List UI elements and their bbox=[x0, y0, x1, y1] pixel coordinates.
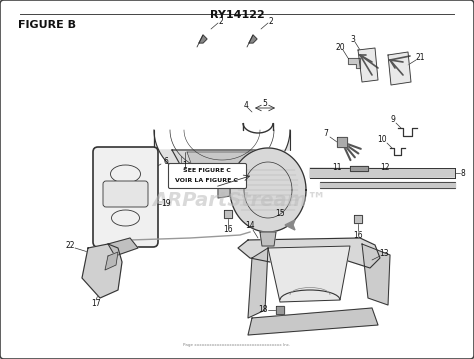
Text: 19: 19 bbox=[161, 200, 171, 209]
Polygon shape bbox=[285, 220, 295, 230]
Text: 10: 10 bbox=[377, 135, 387, 144]
Polygon shape bbox=[358, 48, 378, 82]
Text: SEE FIGURE C: SEE FIGURE C bbox=[183, 168, 231, 173]
Polygon shape bbox=[354, 215, 362, 223]
Text: 12: 12 bbox=[380, 163, 390, 173]
Text: 4: 4 bbox=[244, 101, 248, 109]
Polygon shape bbox=[249, 35, 257, 43]
Text: RY14122: RY14122 bbox=[210, 10, 264, 20]
Text: 7: 7 bbox=[324, 130, 328, 139]
Text: 14: 14 bbox=[245, 222, 255, 230]
Text: 13: 13 bbox=[379, 250, 389, 258]
Polygon shape bbox=[230, 148, 306, 232]
Polygon shape bbox=[172, 150, 272, 168]
Polygon shape bbox=[388, 52, 411, 85]
Polygon shape bbox=[82, 244, 122, 298]
Polygon shape bbox=[320, 182, 455, 188]
Text: 5: 5 bbox=[263, 99, 267, 108]
Polygon shape bbox=[348, 58, 360, 68]
Polygon shape bbox=[105, 252, 118, 270]
Polygon shape bbox=[337, 137, 347, 147]
Text: 17: 17 bbox=[91, 299, 101, 308]
Text: VOIR LA FIGURE C: VOIR LA FIGURE C bbox=[175, 177, 238, 182]
Text: 9: 9 bbox=[391, 115, 395, 123]
Text: Page xxxxxxxxxxxxxxxxxxxxxxxxxxxxxxxxxxx Inc.: Page xxxxxxxxxxxxxxxxxxxxxxxxxxxxxxxxxxx… bbox=[183, 343, 291, 347]
Polygon shape bbox=[238, 238, 380, 268]
Text: 6: 6 bbox=[164, 158, 168, 167]
Text: 2: 2 bbox=[219, 17, 223, 25]
Polygon shape bbox=[248, 308, 378, 335]
Text: 18: 18 bbox=[258, 306, 268, 314]
Text: 22: 22 bbox=[65, 242, 75, 251]
Text: ARPartStream™: ARPartStream™ bbox=[153, 191, 327, 210]
Polygon shape bbox=[187, 152, 257, 166]
Polygon shape bbox=[362, 244, 390, 305]
Text: 16: 16 bbox=[223, 225, 233, 234]
Polygon shape bbox=[276, 306, 284, 314]
Polygon shape bbox=[248, 248, 268, 318]
FancyBboxPatch shape bbox=[168, 163, 246, 188]
Text: 2: 2 bbox=[269, 17, 273, 25]
Text: 1: 1 bbox=[182, 160, 187, 169]
Text: FIGURE B: FIGURE B bbox=[18, 20, 76, 30]
Polygon shape bbox=[199, 35, 207, 43]
Polygon shape bbox=[310, 168, 455, 178]
Text: 3: 3 bbox=[351, 34, 356, 43]
Text: 21: 21 bbox=[415, 53, 425, 62]
Text: 11: 11 bbox=[332, 163, 342, 173]
FancyBboxPatch shape bbox=[93, 147, 158, 247]
Polygon shape bbox=[260, 232, 276, 246]
Text: 8: 8 bbox=[461, 168, 465, 177]
Text: 20: 20 bbox=[335, 42, 345, 51]
Polygon shape bbox=[218, 182, 230, 198]
Polygon shape bbox=[108, 238, 138, 256]
FancyBboxPatch shape bbox=[103, 181, 148, 207]
Polygon shape bbox=[224, 210, 232, 218]
Text: 15: 15 bbox=[275, 209, 285, 218]
Text: 16: 16 bbox=[353, 230, 363, 239]
Polygon shape bbox=[154, 130, 290, 185]
Polygon shape bbox=[268, 246, 350, 302]
Polygon shape bbox=[350, 166, 368, 171]
